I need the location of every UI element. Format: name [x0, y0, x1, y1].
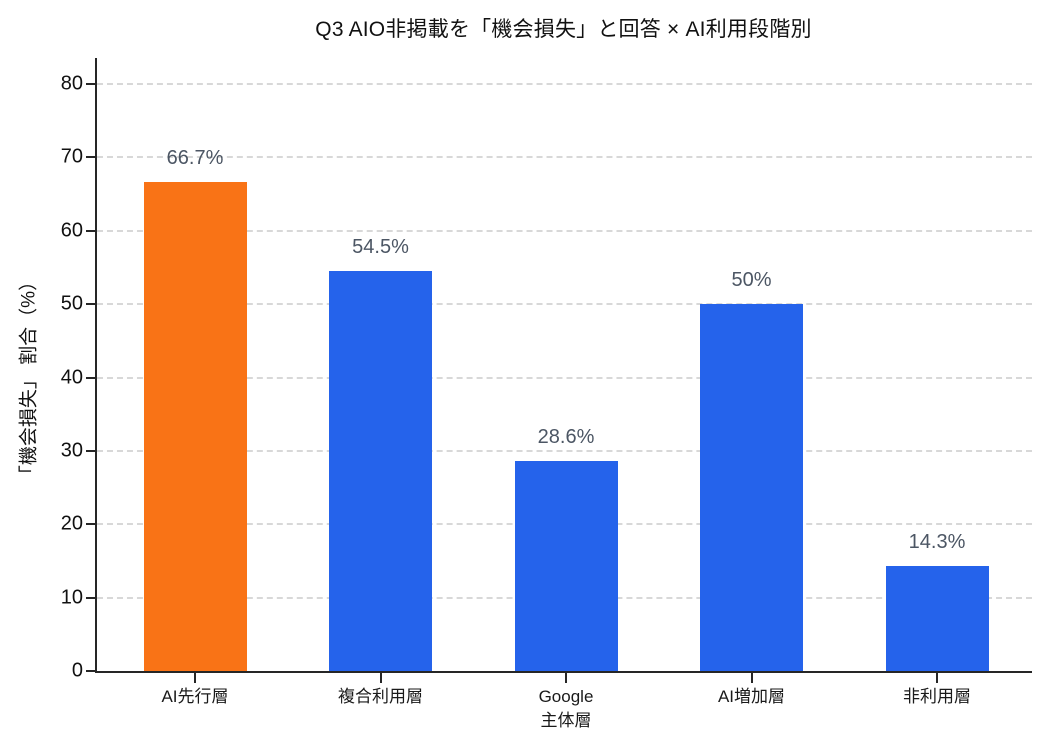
x-tick-label-0: AI先行層	[161, 687, 229, 706]
x-tick-0	[194, 673, 196, 683]
y-tick-label-20: 20	[60, 512, 83, 535]
gridline-70	[97, 156, 1032, 159]
y-tick-label-50: 50	[60, 292, 83, 315]
x-tick-label-1: 複合利用層	[338, 687, 423, 706]
gridline-80	[97, 83, 1032, 85]
bar-value-label-2: 28.6%	[537, 426, 595, 449]
y-tick-label-60: 60	[60, 219, 83, 242]
x-tick-2	[565, 673, 567, 683]
gridline-50	[97, 303, 1032, 306]
gridline-30	[97, 449, 1032, 452]
y-tick-label-30: 30	[60, 439, 83, 462]
y-tick-20	[86, 523, 95, 526]
y-tick-0	[86, 670, 95, 672]
y-tick-70	[86, 156, 95, 159]
y-tick-30	[86, 449, 95, 452]
y-axis-title: 「機会損失」 割合（%）	[18, 271, 40, 485]
bar-1	[329, 271, 432, 671]
bar-4	[885, 566, 989, 671]
y-tick-80	[86, 83, 95, 85]
x-tick-label-2: Google 主体層	[538, 687, 594, 730]
gridline-40	[97, 376, 1032, 379]
x-tick-1	[379, 673, 382, 683]
y-tick-10	[86, 596, 95, 599]
x-tick-3	[750, 673, 753, 683]
bar-0	[143, 181, 247, 671]
y-tick-label-70: 70	[60, 145, 83, 168]
bar-value-label-4: 14.3%	[908, 531, 966, 554]
gridline-60	[97, 229, 1032, 232]
y-tick-40	[86, 376, 95, 379]
bar-value-label-1: 54.5%	[352, 236, 409, 259]
x-tick-4	[936, 673, 938, 683]
bar-value-label-0: 66.7%	[166, 146, 224, 169]
y-tick-label-40: 40	[60, 366, 83, 388]
x-tick-label-3: AI増加層	[717, 687, 786, 706]
plot-area: 0 10 20 30 40 50 60 70 80 66.7% AI先行層 54.5% 複合利用層 28.…	[61, 58, 1032, 730]
x-tick-label-4: 非利用層	[903, 687, 971, 706]
y-tick-50	[86, 303, 95, 306]
chart-title: Q3 AIO非掲載を「機会損失」と回答 × AI利用段階別	[315, 18, 812, 41]
bar-3	[700, 304, 803, 671]
y-tick-label-0: 0	[71, 659, 83, 682]
y-tick-60	[86, 229, 95, 232]
bar-value-label-3: 50%	[731, 269, 772, 292]
y-tick-label-80: 80	[60, 72, 83, 95]
bar-2	[514, 461, 618, 671]
y-tick-label-10: 10	[60, 586, 83, 609]
